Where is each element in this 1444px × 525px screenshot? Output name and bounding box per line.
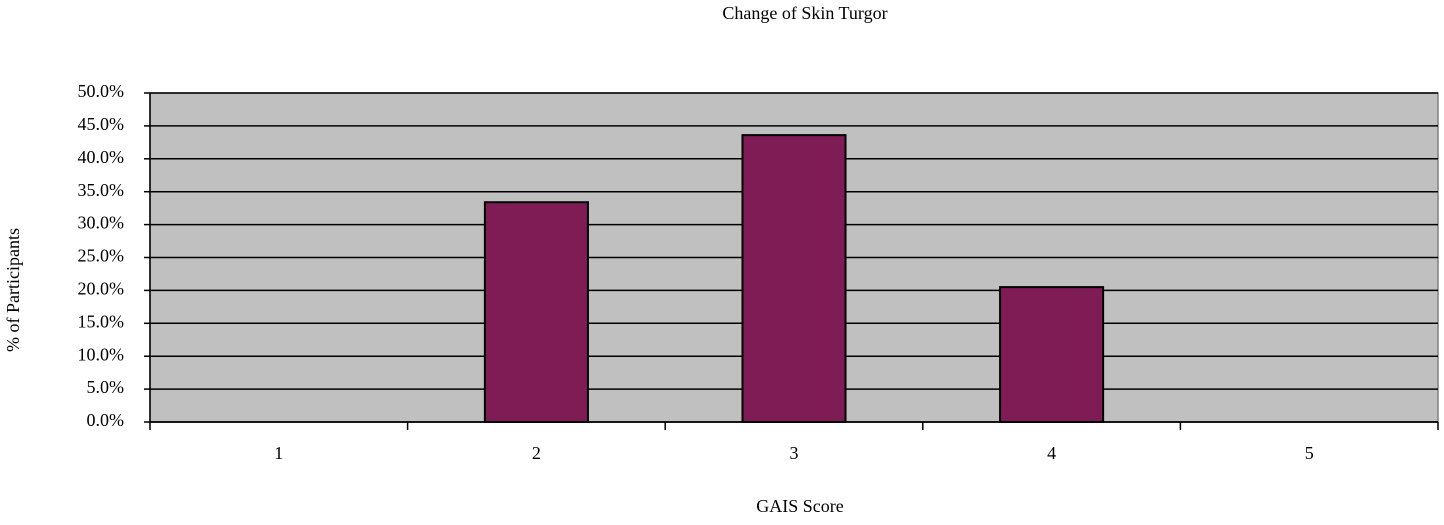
y-tick-label: 40.0%	[78, 147, 125, 167]
y-tick-label: 50.0%	[78, 81, 125, 101]
x-tick-label: 3	[790, 443, 799, 463]
y-tick-label: 10.0%	[78, 344, 125, 364]
y-tick-label: 0.0%	[87, 410, 125, 430]
y-tick-label: 15.0%	[78, 311, 125, 331]
x-axis-label: GAIS Score	[756, 496, 844, 516]
y-tick-label: 35.0%	[78, 180, 125, 200]
y-tick-label: 30.0%	[78, 213, 125, 233]
x-tick-label: 4	[1047, 443, 1056, 463]
bar	[483, 201, 589, 423]
x-tick-label: 1	[274, 443, 283, 463]
bar	[741, 134, 847, 423]
y-tick-label: 20.0%	[78, 279, 125, 299]
y-tick-label: 45.0%	[78, 114, 125, 134]
bar	[999, 286, 1105, 423]
y-axis-label: % of Participants	[3, 228, 23, 352]
x-tick-label: 2	[532, 443, 541, 463]
chart-title: Change of Skin Turgor	[722, 3, 887, 23]
y-tick-label: 5.0%	[87, 377, 125, 397]
y-tick-label: 25.0%	[78, 246, 125, 266]
x-tick-label: 5	[1305, 443, 1314, 463]
